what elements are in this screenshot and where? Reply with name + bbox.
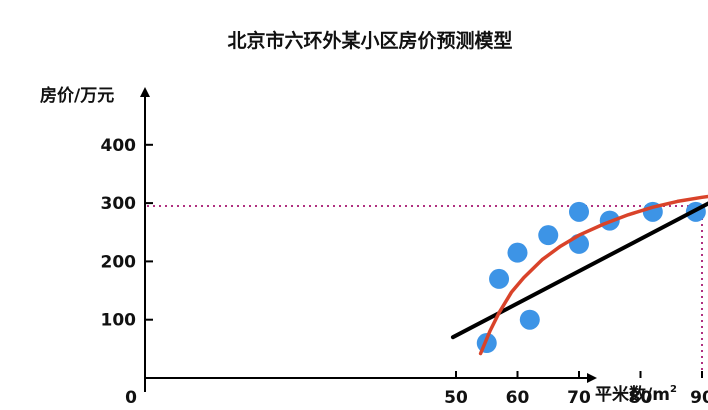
y-axis-label: 房价/万元 — [40, 85, 114, 106]
y-tick-label: 300 — [101, 194, 137, 214]
y-axis-arrow — [140, 87, 150, 97]
x-axis-label: 平米数/m2 — [595, 384, 677, 405]
x-tick-label: 70 — [567, 388, 591, 408]
chart-title: 北京市六环外某小区房价预测模型 — [227, 29, 512, 52]
data-point — [538, 225, 559, 246]
svg-text:平米数/m2: 平米数/m2 — [595, 384, 677, 405]
x-axis-label-text: 平米数/m — [595, 384, 670, 405]
x-axis-label-superscript: 2 — [670, 384, 677, 395]
data-point — [569, 201, 589, 222]
polynomial-fit-curve — [478, 194, 708, 356]
x-tick-label: 50 — [444, 388, 468, 408]
data-point — [489, 268, 510, 289]
data-point — [507, 242, 528, 263]
y-tick-label: 100 — [101, 311, 137, 331]
linear-fit-line — [450, 201, 708, 340]
fit-lines — [450, 194, 708, 356]
x-tick-label: 90 — [690, 388, 708, 408]
tick-labels: 1002003004005060708090100 — [101, 136, 708, 408]
prediction-guides — [147, 205, 703, 378]
x-axis-arrow — [587, 373, 597, 383]
x-tick-label: 60 — [506, 388, 530, 408]
origin-label: 0 — [125, 388, 137, 408]
x-tick-label: 80 — [629, 388, 653, 408]
y-tick-label: 400 — [101, 136, 137, 156]
axes — [140, 87, 703, 392]
y-tick-label: 200 — [101, 252, 137, 272]
data-point — [519, 309, 540, 330]
